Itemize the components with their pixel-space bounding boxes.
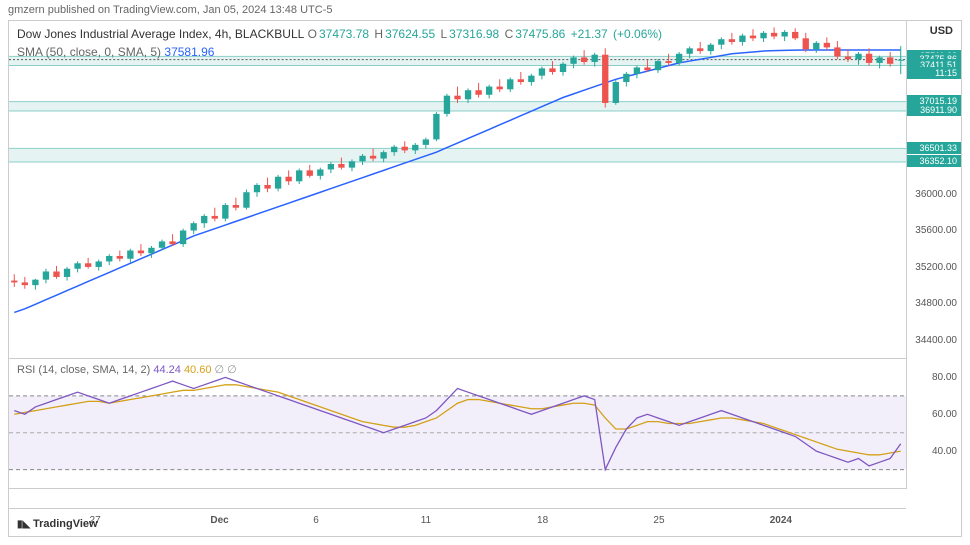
rsi-value-1: 44.24 (153, 364, 181, 376)
price-axis[interactable]: USD 36000.00 35600.00 35200.00 34800.00 3440… (906, 21, 961, 359)
symbol-name[interactable]: Dow Jones Industrial Average Index, 4h (17, 27, 228, 41)
price-tick: 34800.00 (915, 298, 957, 309)
rsi-axis[interactable]: 80.00 60.00 40.00 (906, 359, 961, 489)
price-tick: 36000.00 (915, 189, 957, 200)
price-level-label: 36911.90 (907, 104, 961, 116)
rsi-tick: 60.00 (932, 409, 957, 420)
time-axis[interactable]: 27Dec61118252024 (9, 508, 906, 536)
rsi-null: ∅ ∅ (215, 364, 237, 376)
time-tick: 6 (313, 515, 319, 526)
time-tick: 2024 (770, 515, 792, 526)
price-tick: 35200.00 (915, 262, 957, 273)
symbol-exchange: BLACKBULL (235, 27, 304, 41)
price-tick: 34400.00 (915, 335, 957, 346)
ohlc-values: O37473.78 H37624.55 L37316.98 C37475.86 … (308, 27, 664, 41)
rsi-indicator-label[interactable]: RSI (14, close, SMA, 14, 2) 44.24 40.60 … (17, 363, 237, 376)
chart-container: Dow Jones Industrial Average Index, 4h, … (8, 20, 962, 537)
ohlc-change: +21.37 (571, 27, 608, 41)
rsi-value-2: 40.60 (184, 364, 212, 376)
ohlc-change-pct: (+0.06%) (613, 27, 662, 41)
rsi-tick: 80.00 (932, 372, 957, 383)
price-level-label: 36352.10 (907, 155, 961, 167)
symbol-title: Dow Jones Industrial Average Index, 4h, … (17, 27, 664, 41)
sma-value: 37581.96 (164, 45, 214, 59)
rsi-params: RSI (14, close, SMA, 14, 2) (17, 364, 150, 376)
publish-header: gmzern published on TradingView.com, Jan… (0, 0, 970, 20)
sma-params: SMA (50, close, 0, SMA, 5) (17, 45, 161, 59)
tradingview-logo[interactable]: TradingView (17, 518, 98, 530)
time-tick: Dec (210, 515, 228, 526)
price-pane[interactable] (9, 21, 906, 359)
price-tick: 35600.00 (915, 225, 957, 236)
time-tick: 18 (537, 515, 548, 526)
ohlc-open: 37473.78 (319, 27, 369, 41)
ohlc-close: 37475.86 (515, 27, 565, 41)
time-tick: 25 (653, 515, 664, 526)
countdown-timer: 11:15 (907, 67, 961, 79)
rsi-pane[interactable]: RSI (14, close, SMA, 14, 2) 44.24 40.60 … (9, 359, 906, 489)
ohlc-high: 37624.55 (385, 27, 435, 41)
ohlc-low: 37316.98 (449, 27, 499, 41)
rsi-tick: 40.00 (932, 446, 957, 457)
axis-currency: USD (930, 25, 953, 37)
sma-indicator-label[interactable]: SMA (50, close, 0, SMA, 5) 37581.96 (17, 45, 214, 59)
price-level-label: 36501.33 (907, 142, 961, 154)
time-tick: 11 (421, 515, 431, 526)
